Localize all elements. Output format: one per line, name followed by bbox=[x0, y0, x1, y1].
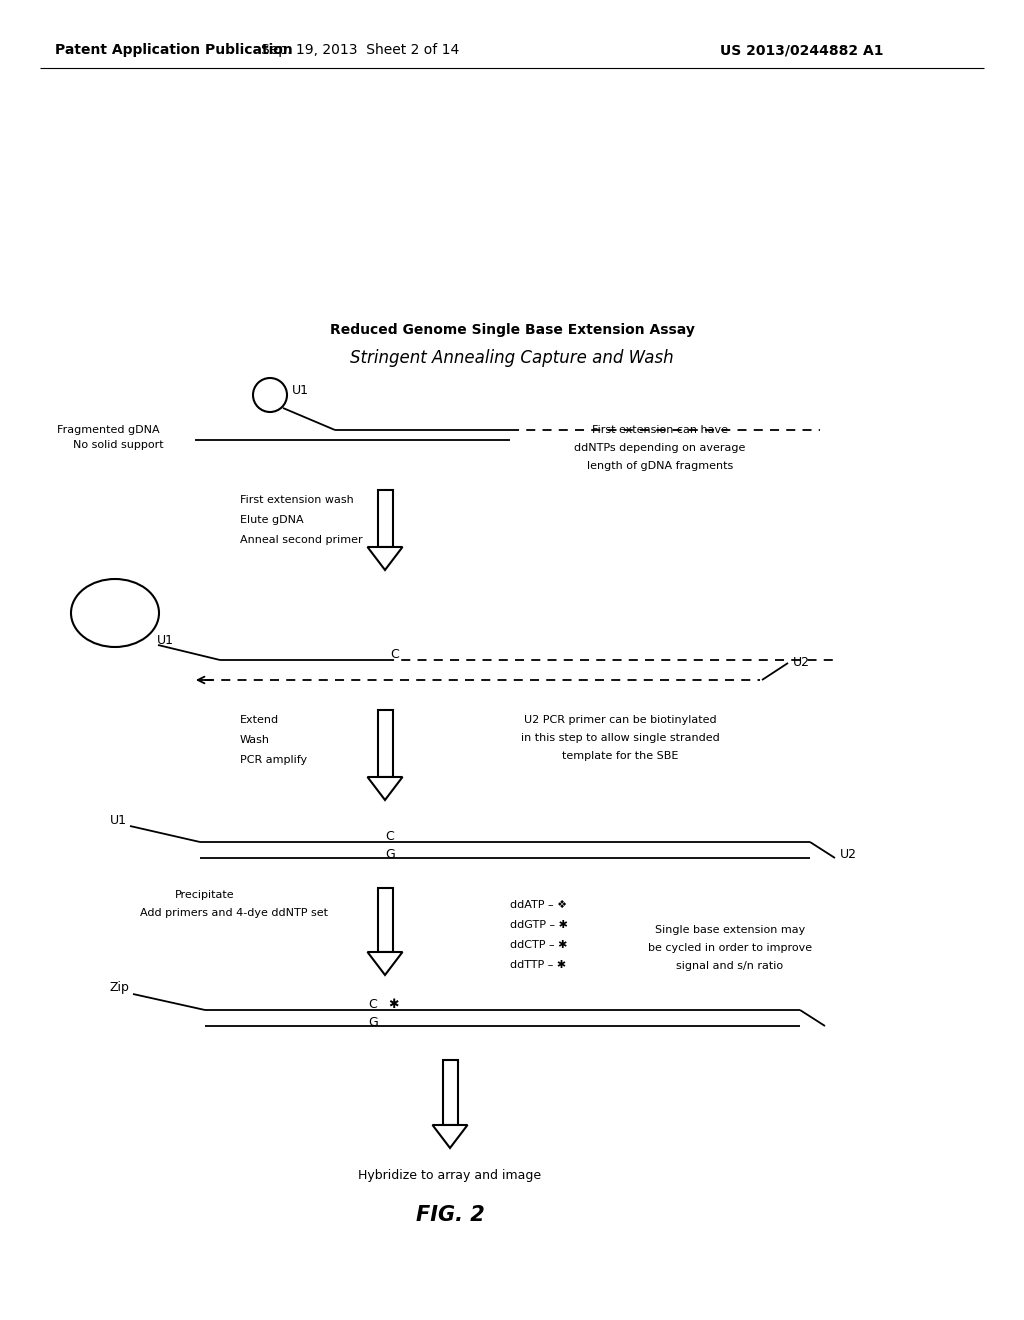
Text: U2 PCR primer can be biotinylated: U2 PCR primer can be biotinylated bbox=[523, 715, 717, 725]
Ellipse shape bbox=[71, 579, 159, 647]
Text: Precipitate: Precipitate bbox=[175, 890, 234, 900]
Text: Magnetic: Magnetic bbox=[91, 601, 139, 611]
Text: signal and s/n ratio: signal and s/n ratio bbox=[677, 961, 783, 972]
Text: Single base extension may: Single base extension may bbox=[655, 925, 805, 935]
Polygon shape bbox=[368, 952, 402, 975]
Text: ddATP – ❖: ddATP – ❖ bbox=[510, 900, 567, 909]
Text: ddTTP – ✱: ddTTP – ✱ bbox=[510, 960, 566, 970]
Text: G: G bbox=[385, 847, 394, 861]
Text: ddNTPs depending on average: ddNTPs depending on average bbox=[574, 444, 745, 453]
Text: U1: U1 bbox=[110, 813, 127, 826]
Text: template for the SBE: template for the SBE bbox=[562, 751, 678, 762]
Text: First extension can have: First extension can have bbox=[592, 425, 728, 436]
Text: U1: U1 bbox=[292, 384, 309, 396]
Polygon shape bbox=[368, 777, 402, 800]
Text: First extension wash: First extension wash bbox=[240, 495, 353, 506]
Bar bbox=[442, 1060, 458, 1125]
Text: Stringent Annealing Capture and Wash: Stringent Annealing Capture and Wash bbox=[350, 348, 674, 367]
Text: No solid support: No solid support bbox=[73, 440, 164, 450]
Text: Fragmented gDNA: Fragmented gDNA bbox=[57, 425, 160, 436]
Polygon shape bbox=[432, 1125, 468, 1148]
Text: be cycled in order to improve: be cycled in order to improve bbox=[648, 942, 812, 953]
Text: U2: U2 bbox=[793, 656, 810, 669]
Text: Anneal second primer: Anneal second primer bbox=[240, 535, 362, 545]
Text: Add primers and 4-dye ddNTP set: Add primers and 4-dye ddNTP set bbox=[140, 908, 328, 917]
Text: Reduced Genome Single Base Extension Assay: Reduced Genome Single Base Extension Ass… bbox=[330, 323, 694, 337]
Text: C: C bbox=[385, 830, 394, 843]
Text: Hybridize to array and image: Hybridize to array and image bbox=[358, 1168, 542, 1181]
Circle shape bbox=[253, 378, 287, 412]
Text: ddCTP – ✱: ddCTP – ✱ bbox=[510, 940, 567, 950]
Bar bbox=[378, 888, 392, 952]
Text: PCR amplify: PCR amplify bbox=[240, 755, 307, 766]
Bar bbox=[378, 710, 392, 777]
Text: Elute gDNA: Elute gDNA bbox=[240, 515, 304, 525]
Text: B: B bbox=[265, 388, 274, 401]
Text: FIG. 2: FIG. 2 bbox=[416, 1205, 484, 1225]
Text: Extend: Extend bbox=[240, 715, 280, 725]
Text: Zip: Zip bbox=[110, 982, 130, 994]
Text: C: C bbox=[390, 648, 398, 661]
Text: bead: bead bbox=[102, 616, 128, 627]
Text: ✱: ✱ bbox=[388, 998, 398, 1011]
Text: ddGTP – ✱: ddGTP – ✱ bbox=[510, 920, 568, 931]
Text: in this step to allow single stranded: in this step to allow single stranded bbox=[520, 733, 720, 743]
Text: U2: U2 bbox=[840, 849, 857, 862]
Text: US 2013/0244882 A1: US 2013/0244882 A1 bbox=[720, 44, 884, 57]
Polygon shape bbox=[368, 546, 402, 570]
Bar bbox=[378, 490, 392, 546]
Text: length of gDNA fragments: length of gDNA fragments bbox=[587, 461, 733, 471]
Text: Sep. 19, 2013  Sheet 2 of 14: Sep. 19, 2013 Sheet 2 of 14 bbox=[261, 44, 459, 57]
Text: G: G bbox=[368, 1015, 378, 1028]
Text: Wash: Wash bbox=[240, 735, 270, 744]
Text: C: C bbox=[368, 998, 377, 1011]
Text: Patent Application Publication: Patent Application Publication bbox=[55, 44, 293, 57]
Text: U1: U1 bbox=[157, 635, 174, 648]
